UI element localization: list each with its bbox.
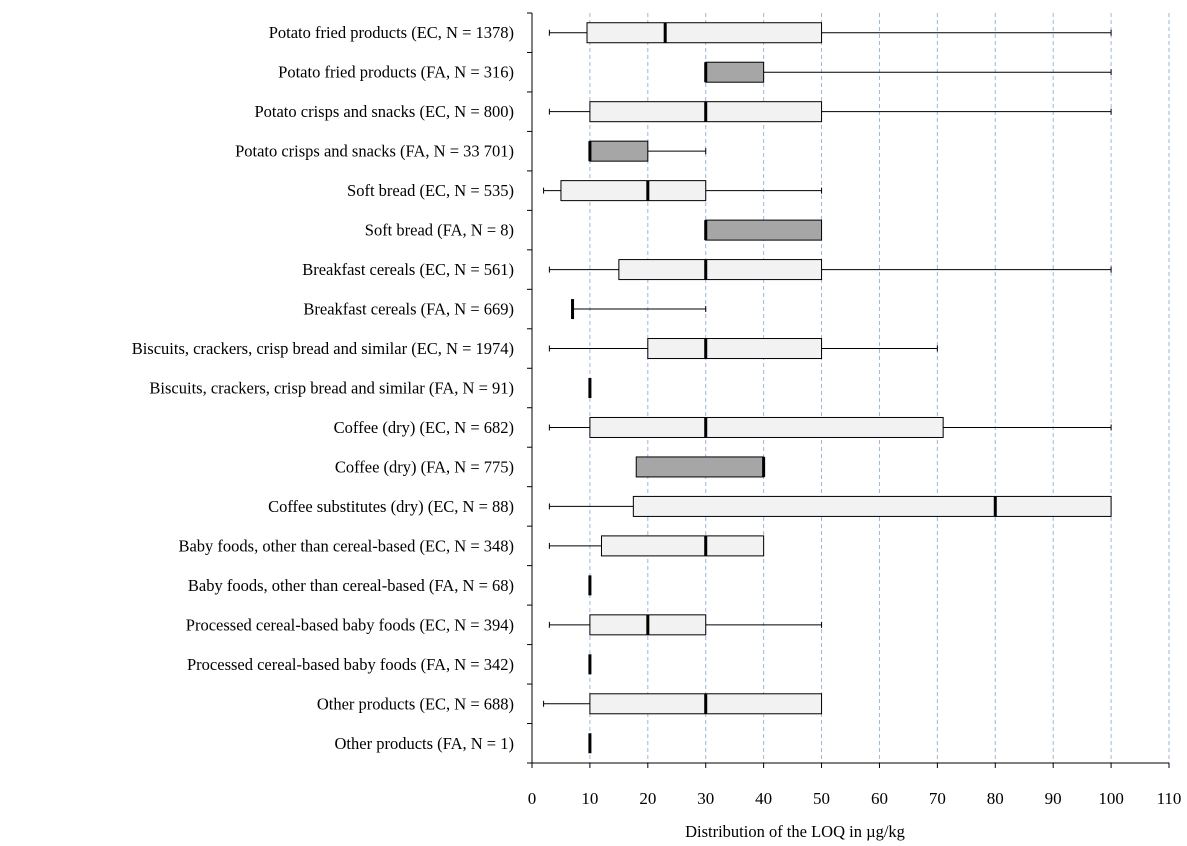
- median-marker: [646, 614, 650, 635]
- x-tick-label: 110: [1157, 789, 1182, 808]
- box-plot-row: [548, 495, 1112, 517]
- category-label: Breakfast cereals (FA, N = 669): [303, 300, 514, 319]
- box-plot-row: [588, 654, 592, 675]
- median-marker: [704, 535, 708, 556]
- iqr-box: [600, 535, 765, 557]
- x-tick-label: 40: [755, 789, 772, 808]
- category-label: Potato fried products (FA, N = 316): [278, 63, 514, 82]
- axes: [527, 12, 1170, 768]
- category-label: Coffee (dry) (FA, N = 775): [335, 457, 514, 476]
- box-plot-row: [548, 338, 938, 360]
- x-tick-label: 50: [813, 789, 830, 808]
- category-label: Soft bread (FA, N = 8): [365, 221, 514, 240]
- category-label: Processed cereal-based baby foods (FA, N…: [187, 655, 514, 674]
- median-marker: [588, 575, 592, 596]
- box-plot-row: [548, 416, 1112, 438]
- category-labels: Potato fried products (EC, N = 1378) Pota…: [132, 23, 514, 753]
- iqr-box: [705, 219, 823, 241]
- iqr-box: [589, 416, 944, 438]
- median-marker: [704, 417, 708, 438]
- median-marker: [704, 693, 708, 714]
- box-plot-row: [588, 140, 707, 162]
- median-marker: [993, 496, 997, 517]
- x-tick-labels: 0 10 20 30 40 50 60 70 80 90 100 110: [528, 789, 1182, 808]
- box-plot-row: [588, 575, 592, 596]
- category-label: Potato fried products (EC, N = 1378): [269, 23, 514, 42]
- x-tick-label: 80: [987, 789, 1004, 808]
- box-plot-row: [548, 614, 823, 636]
- median-marker: [704, 220, 708, 241]
- median-marker: [588, 378, 592, 398]
- x-axis-title: Distribution of the LOQ in µg/kg: [685, 822, 905, 841]
- median-marker: [588, 141, 592, 162]
- iqr-box: [618, 259, 823, 281]
- box-plot-row: [588, 733, 592, 754]
- boxes: [543, 22, 1112, 754]
- x-tick-label: 70: [929, 789, 946, 808]
- iqr-box: [647, 338, 823, 360]
- category-label: Other products (EC, N = 688): [317, 694, 514, 713]
- category-label: Other products (FA, N = 1): [335, 734, 514, 753]
- box-plot-row: [704, 61, 1112, 83]
- median-marker: [704, 62, 708, 83]
- category-label: Biscuits, crackers, crisp bread and simi…: [132, 339, 514, 358]
- category-label: Soft bread (EC, N = 535): [347, 181, 514, 200]
- box-plot-row: [548, 535, 765, 557]
- iqr-box: [635, 456, 765, 478]
- box-plot-row: [548, 22, 1112, 44]
- median-marker: [588, 654, 592, 675]
- x-tick-label: 60: [871, 789, 888, 808]
- category-label: Biscuits, crackers, crisp bread and simi…: [149, 379, 514, 398]
- x-tick-label: 90: [1045, 789, 1062, 808]
- median-marker: [646, 180, 650, 201]
- iqr-box: [589, 140, 649, 162]
- box-plot-row: [543, 180, 823, 202]
- iqr-box: [560, 180, 707, 202]
- category-label: Potato crisps and snacks (FA, N = 33 701…: [235, 142, 514, 161]
- median-marker: [762, 456, 766, 477]
- box-plot-row: [548, 101, 1112, 123]
- category-label: Coffee substitutes (dry) (EC, N = 88): [268, 497, 514, 516]
- median-marker: [704, 259, 708, 280]
- box-plot-row: [571, 299, 707, 320]
- median-marker: [704, 101, 708, 122]
- box-plot-row: [704, 219, 823, 241]
- x-tick-label: 0: [528, 789, 537, 808]
- box-plot-row: [543, 693, 823, 715]
- x-tick-label: 100: [1098, 789, 1124, 808]
- box-plot-row: [548, 259, 1112, 281]
- x-tick-label: 30: [697, 789, 714, 808]
- category-label: Breakfast cereals (EC, N = 561): [302, 260, 514, 279]
- grid-lines: [589, 13, 1170, 763]
- median-marker: [571, 299, 575, 320]
- category-label: Processed cereal-based baby foods (EC, N…: [186, 615, 514, 634]
- category-label: Baby foods, other than cereal-based (FA,…: [188, 576, 514, 595]
- box-plot-row: [588, 378, 592, 398]
- box-plot-row: [635, 456, 766, 478]
- category-label: Coffee (dry) (EC, N = 682): [334, 418, 514, 437]
- x-tick-label: 10: [581, 789, 598, 808]
- category-label: Baby foods, other than cereal-based (EC,…: [178, 536, 514, 555]
- iqr-box: [632, 495, 1112, 517]
- median-marker: [663, 22, 667, 43]
- median-marker: [588, 733, 592, 754]
- median-marker: [704, 338, 708, 359]
- category-label: Potato crisps and snacks (EC, N = 800): [254, 102, 514, 121]
- iqr-box: [705, 61, 765, 83]
- iqr-box: [586, 22, 823, 44]
- x-tick-label: 20: [639, 789, 656, 808]
